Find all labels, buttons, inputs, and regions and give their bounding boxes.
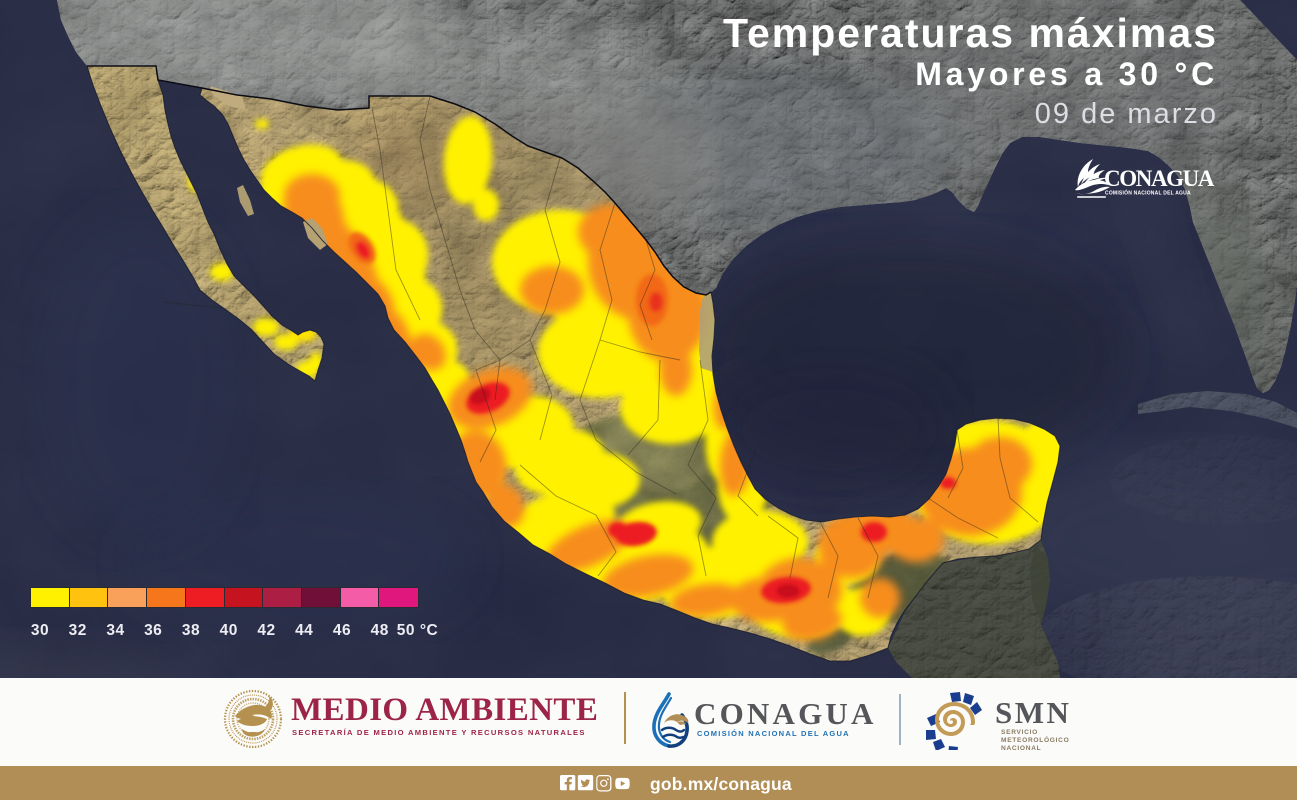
svg-text:COMISIÓN NACIONAL DEL AGUA: COMISIÓN NACIONAL DEL AGUA	[1105, 189, 1191, 197]
svg-text:CONAGUA: CONAGUA	[1104, 166, 1215, 191]
